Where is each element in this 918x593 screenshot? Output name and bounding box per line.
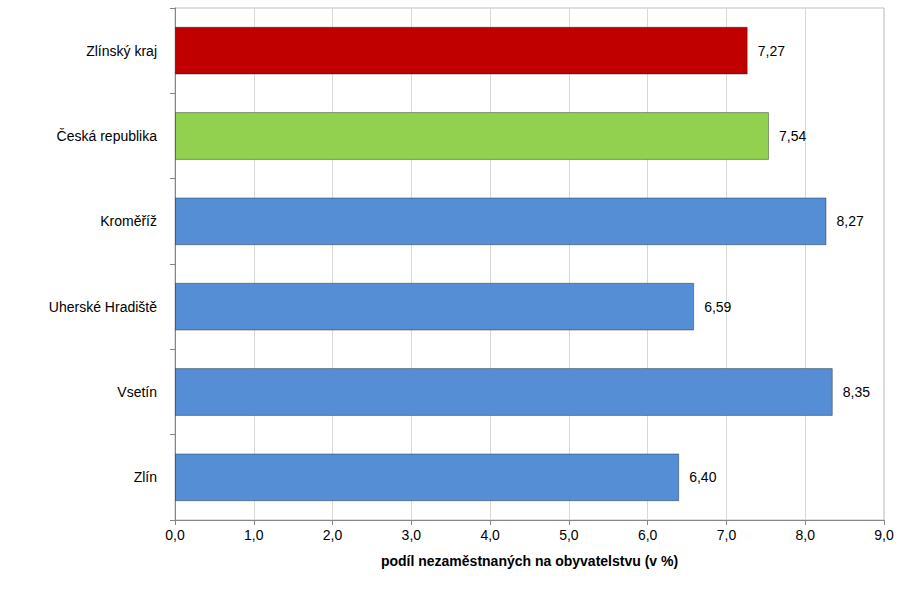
svg-text:0,0: 0,0 — [165, 527, 185, 543]
svg-text:Uherské Hradiště: Uherské Hradiště — [49, 299, 157, 315]
svg-text:7,27: 7,27 — [758, 43, 785, 59]
svg-text:8,0: 8,0 — [795, 527, 815, 543]
svg-text:9,0: 9,0 — [874, 527, 894, 543]
svg-text:6,0: 6,0 — [638, 527, 658, 543]
svg-text:6,40: 6,40 — [689, 469, 716, 485]
svg-text:5,0: 5,0 — [559, 527, 579, 543]
svg-text:8,35: 8,35 — [843, 384, 870, 400]
svg-text:podíl nezaměstnaných na obyvat: podíl nezaměstnaných na obyvatelstvu (v … — [381, 553, 678, 569]
svg-text:8,27: 8,27 — [836, 213, 863, 229]
svg-text:1,0: 1,0 — [244, 527, 264, 543]
svg-text:4,0: 4,0 — [480, 527, 500, 543]
svg-text:Zlín: Zlín — [134, 469, 157, 485]
svg-text:3,0: 3,0 — [402, 527, 422, 543]
svg-text:2,0: 2,0 — [323, 527, 343, 543]
svg-text:Zlínský kraj: Zlínský kraj — [86, 43, 157, 59]
svg-text:Česká republika: Česká republika — [57, 128, 158, 144]
svg-text:7,54: 7,54 — [779, 128, 806, 144]
svg-text:6,59: 6,59 — [704, 299, 731, 315]
svg-text:Kroměříž: Kroměříž — [100, 213, 157, 229]
svg-text:Vsetín: Vsetín — [117, 384, 157, 400]
svg-text:7,0: 7,0 — [717, 527, 737, 543]
